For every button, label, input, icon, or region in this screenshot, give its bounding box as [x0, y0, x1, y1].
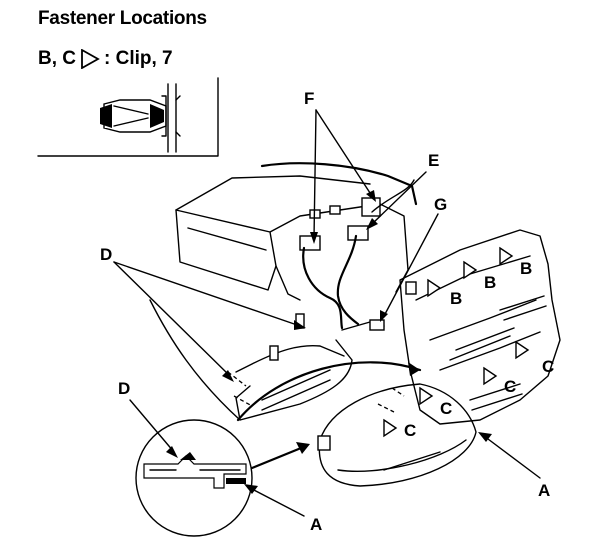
label-B-middle: B — [484, 273, 496, 292]
page-title: Fastener Locations — [38, 8, 207, 29]
clip-markers — [383, 246, 530, 438]
left-lower-cover — [149, 299, 353, 421]
clip-detail-inset — [37, 77, 219, 157]
clip-icon — [100, 95, 181, 137]
triangle-outline-icon — [427, 278, 442, 298]
triangle-outline-icon — [419, 386, 434, 406]
right-lower-cover — [317, 383, 477, 487]
fastener-legend: B, C : Clip, 7 — [38, 48, 173, 70]
label-A-right: A — [538, 481, 550, 500]
triangle-outline-icon — [81, 49, 100, 69]
label-B-right: B — [520, 259, 532, 278]
label-A-lower: A — [310, 515, 322, 534]
triangle-outline-icon — [515, 340, 530, 360]
label-C-right: C — [542, 357, 554, 376]
label-E: E — [428, 151, 439, 170]
wire-harness — [302, 179, 415, 331]
triangle-outline-icon — [383, 418, 398, 438]
triangle-outline-icon — [463, 260, 478, 280]
triangle-outline-icon — [499, 246, 514, 266]
legend-suffix: : Clip, 7 — [104, 48, 173, 69]
label-C-lower-left: C — [404, 421, 416, 440]
label-F: F — [304, 89, 314, 108]
legend-prefix: B, C — [38, 48, 76, 69]
label-C-upper-left: C — [440, 399, 452, 418]
label-D-lower: D — [118, 379, 130, 398]
label-C-middle: C — [504, 377, 516, 396]
detail-circle — [135, 419, 310, 537]
dashboard-panel — [175, 162, 418, 301]
triangle-outline-icon — [483, 366, 498, 386]
label-G: G — [434, 195, 447, 214]
label-D-upper: D — [100, 245, 112, 264]
leader-lines — [113, 109, 541, 517]
label-B-left: B — [450, 289, 462, 308]
removal-arrows — [236, 361, 422, 422]
